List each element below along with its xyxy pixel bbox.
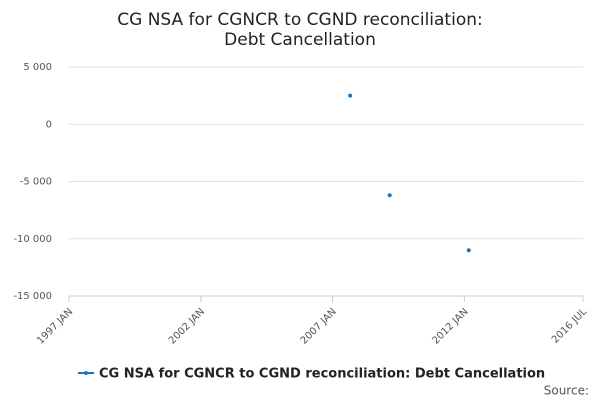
- point: [387, 193, 392, 198]
- x-tick-label: 2012 JAN: [431, 306, 471, 346]
- legend-marker: [84, 371, 88, 375]
- x-tick-label: 2007 JAN: [299, 306, 339, 346]
- y-tick-label: -15 000: [13, 291, 52, 302]
- x-tick-label: 2002 JAN: [167, 306, 207, 346]
- y-tick-label: 0: [46, 119, 52, 130]
- x-tick-label: 1997 JAN: [35, 306, 75, 346]
- chart-title: CG NSA for CGNCR to CGND reconciliation:…: [117, 10, 482, 50]
- legend-label: CG NSA for CGNCR to CGND reconciliation:…: [99, 367, 545, 382]
- source: Source:: [544, 384, 589, 398]
- x-tick-label: 2016 JUL: [550, 306, 590, 346]
- point: [348, 93, 353, 98]
- y-tick-label: 5 000: [23, 62, 52, 73]
- y-tick-label: -5 000: [20, 177, 52, 188]
- point: [466, 248, 471, 253]
- y-tick-label: -10 000: [13, 234, 52, 245]
